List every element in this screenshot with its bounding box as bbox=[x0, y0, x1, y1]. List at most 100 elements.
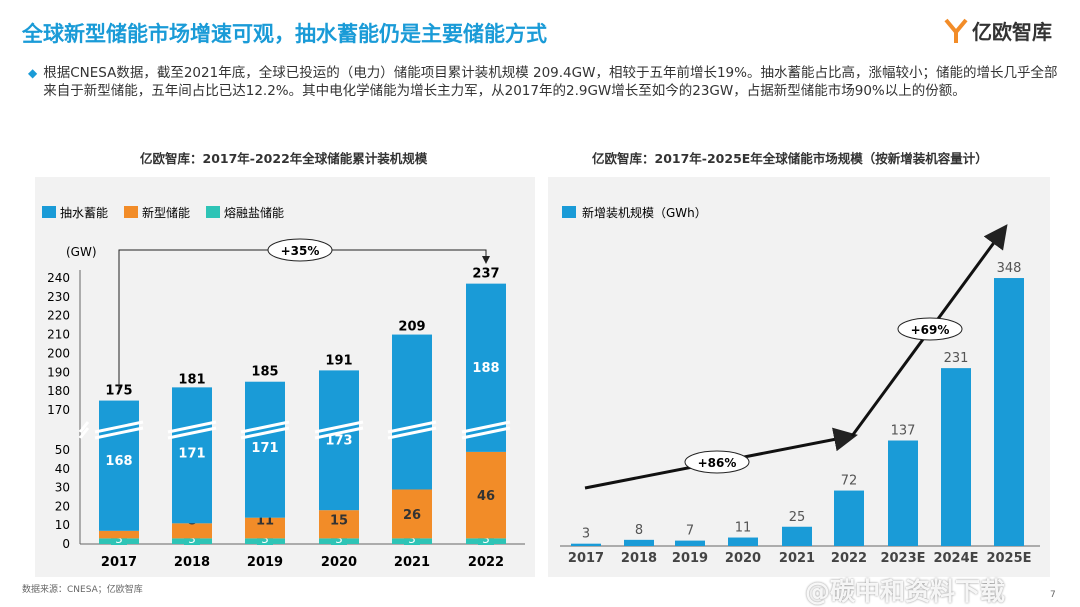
y-tick-label: 180 bbox=[47, 384, 70, 398]
data-label: 171 bbox=[251, 441, 278, 456]
total-label: 181 bbox=[178, 372, 205, 387]
summary-text: 根据CNESA数据，截至2021年底，全球已投运的（电力）储能项目累计装机规模 … bbox=[43, 65, 1058, 99]
data-label: 188 bbox=[472, 361, 499, 376]
growth-badge bbox=[897, 317, 963, 341]
total-label: 237 bbox=[472, 267, 499, 282]
legend-label: 熔融盐储能 bbox=[224, 205, 284, 220]
logo-text: 亿欧智库 bbox=[972, 20, 1052, 44]
data-label: 72 bbox=[841, 474, 858, 489]
x-tick-label: 2023E bbox=[880, 551, 925, 566]
legend-label: 抽水蓄能 bbox=[60, 206, 108, 220]
bar-segment bbox=[392, 334, 432, 490]
data-label: 25 bbox=[789, 510, 806, 525]
bar bbox=[941, 368, 971, 546]
bar-segment bbox=[245, 381, 285, 518]
data-label: 3 bbox=[582, 527, 590, 542]
legend-swatch bbox=[124, 206, 138, 218]
bar bbox=[782, 526, 812, 546]
y-tick-label: 170 bbox=[47, 403, 70, 417]
source-note: 数据来源：CNESA；亿欧智库 bbox=[22, 585, 143, 595]
y-tick-label: 20 bbox=[55, 499, 70, 513]
right-chart-title: 亿欧智库：2017年-2025E年全球储能市场规模（按新增装机容量计） bbox=[592, 151, 988, 166]
bar-segment bbox=[172, 387, 212, 524]
x-tick-label: 2020 bbox=[725, 551, 761, 566]
diamond-icon: ◆ bbox=[28, 66, 38, 80]
growth-label: +86% bbox=[698, 456, 737, 470]
summary-bullet: ◆ 根据CNESA数据，截至2021年底，全球已投运的（电力）储能项目累计装机规模… bbox=[28, 64, 1068, 100]
bar-segment bbox=[392, 489, 432, 539]
bar-segment bbox=[172, 523, 212, 539]
axis-break-mark bbox=[387, 420, 437, 440]
growth-label: +35% bbox=[281, 244, 320, 258]
data-label: 137 bbox=[891, 424, 916, 439]
bar bbox=[888, 440, 918, 546]
total-label: 185 bbox=[251, 365, 278, 380]
data-label: 3 bbox=[408, 532, 416, 546]
x-tick-label: 2018 bbox=[621, 551, 657, 566]
growth-badge bbox=[267, 238, 333, 262]
data-label: 181 bbox=[398, 599, 425, 607]
legend-label: 新增装机规模（GWh） bbox=[582, 205, 707, 220]
data-label: 11 bbox=[735, 521, 752, 536]
y-tick-label: 240 bbox=[47, 271, 70, 285]
bar-segment bbox=[319, 370, 359, 511]
axis-break-mark bbox=[94, 420, 144, 440]
y-tick-label: 40 bbox=[55, 462, 70, 476]
data-label: 168 bbox=[105, 454, 132, 469]
data-label: 3 bbox=[482, 532, 490, 546]
axis-break-mark bbox=[461, 420, 511, 440]
data-label: 3 bbox=[335, 532, 343, 546]
y-tick-label: 50 bbox=[55, 443, 70, 457]
x-tick-label: 2019 bbox=[247, 555, 283, 570]
x-tick-label: 2020 bbox=[321, 555, 357, 570]
data-label: 3 bbox=[188, 532, 196, 546]
data-label: 231 bbox=[944, 351, 969, 366]
y-axis-unit: (GW) bbox=[66, 245, 97, 259]
page-number: 7 bbox=[1050, 590, 1056, 600]
x-tick-label: 2017 bbox=[568, 551, 604, 566]
x-tick-label: 2021 bbox=[779, 551, 815, 566]
data-label: 8 bbox=[635, 523, 643, 538]
bar bbox=[728, 537, 758, 546]
left-chart-title: 亿欧智库：2017年-2022年全球储能累计装机规模 bbox=[140, 151, 428, 166]
data-label: 171 bbox=[178, 447, 205, 462]
y-tick-label: 200 bbox=[47, 346, 70, 360]
legend-swatch bbox=[42, 206, 56, 218]
bar bbox=[994, 278, 1024, 546]
data-label: 3 bbox=[261, 532, 269, 546]
growth-badge bbox=[684, 450, 750, 474]
x-tick-label: 2025E bbox=[986, 551, 1031, 566]
data-label: 7 bbox=[686, 524, 694, 539]
bar-segment bbox=[319, 510, 359, 539]
x-tick-label: 2022 bbox=[831, 551, 867, 566]
bar-segment bbox=[99, 530, 139, 539]
y-tick-label: 190 bbox=[47, 365, 70, 379]
bar bbox=[571, 543, 601, 546]
x-tick-label: 2024E bbox=[933, 551, 978, 566]
x-tick-label: 2018 bbox=[174, 555, 210, 570]
bar bbox=[675, 540, 705, 546]
axis-break-mark bbox=[167, 420, 217, 440]
total-label: 175 bbox=[105, 384, 132, 399]
legend-label: 新型储能 bbox=[142, 205, 190, 220]
legend-swatch bbox=[562, 206, 576, 218]
total-label: 191 bbox=[325, 353, 352, 368]
bar bbox=[834, 490, 864, 546]
data-label: 15 bbox=[330, 513, 348, 528]
x-tick-label: 2021 bbox=[394, 555, 430, 570]
legend-swatch bbox=[206, 206, 220, 218]
bar-segment bbox=[466, 451, 506, 539]
y-tick-label: 0 bbox=[62, 537, 70, 551]
bar bbox=[624, 539, 654, 546]
total-label: 209 bbox=[398, 319, 425, 334]
watermark: @碳中和资料下载 bbox=[805, 577, 1006, 606]
bar-segment bbox=[245, 517, 285, 539]
page-title: 全球新型储能市场增速可观，抽水蓄能仍是主要储能方式 bbox=[22, 22, 547, 46]
y-tick-label: 230 bbox=[47, 290, 70, 304]
data-label: 26 bbox=[403, 508, 421, 523]
bar-segment bbox=[99, 400, 139, 531]
axis-break-mark bbox=[240, 420, 290, 440]
data-label: 173 bbox=[325, 433, 352, 448]
axis-break-mark bbox=[78, 421, 90, 439]
